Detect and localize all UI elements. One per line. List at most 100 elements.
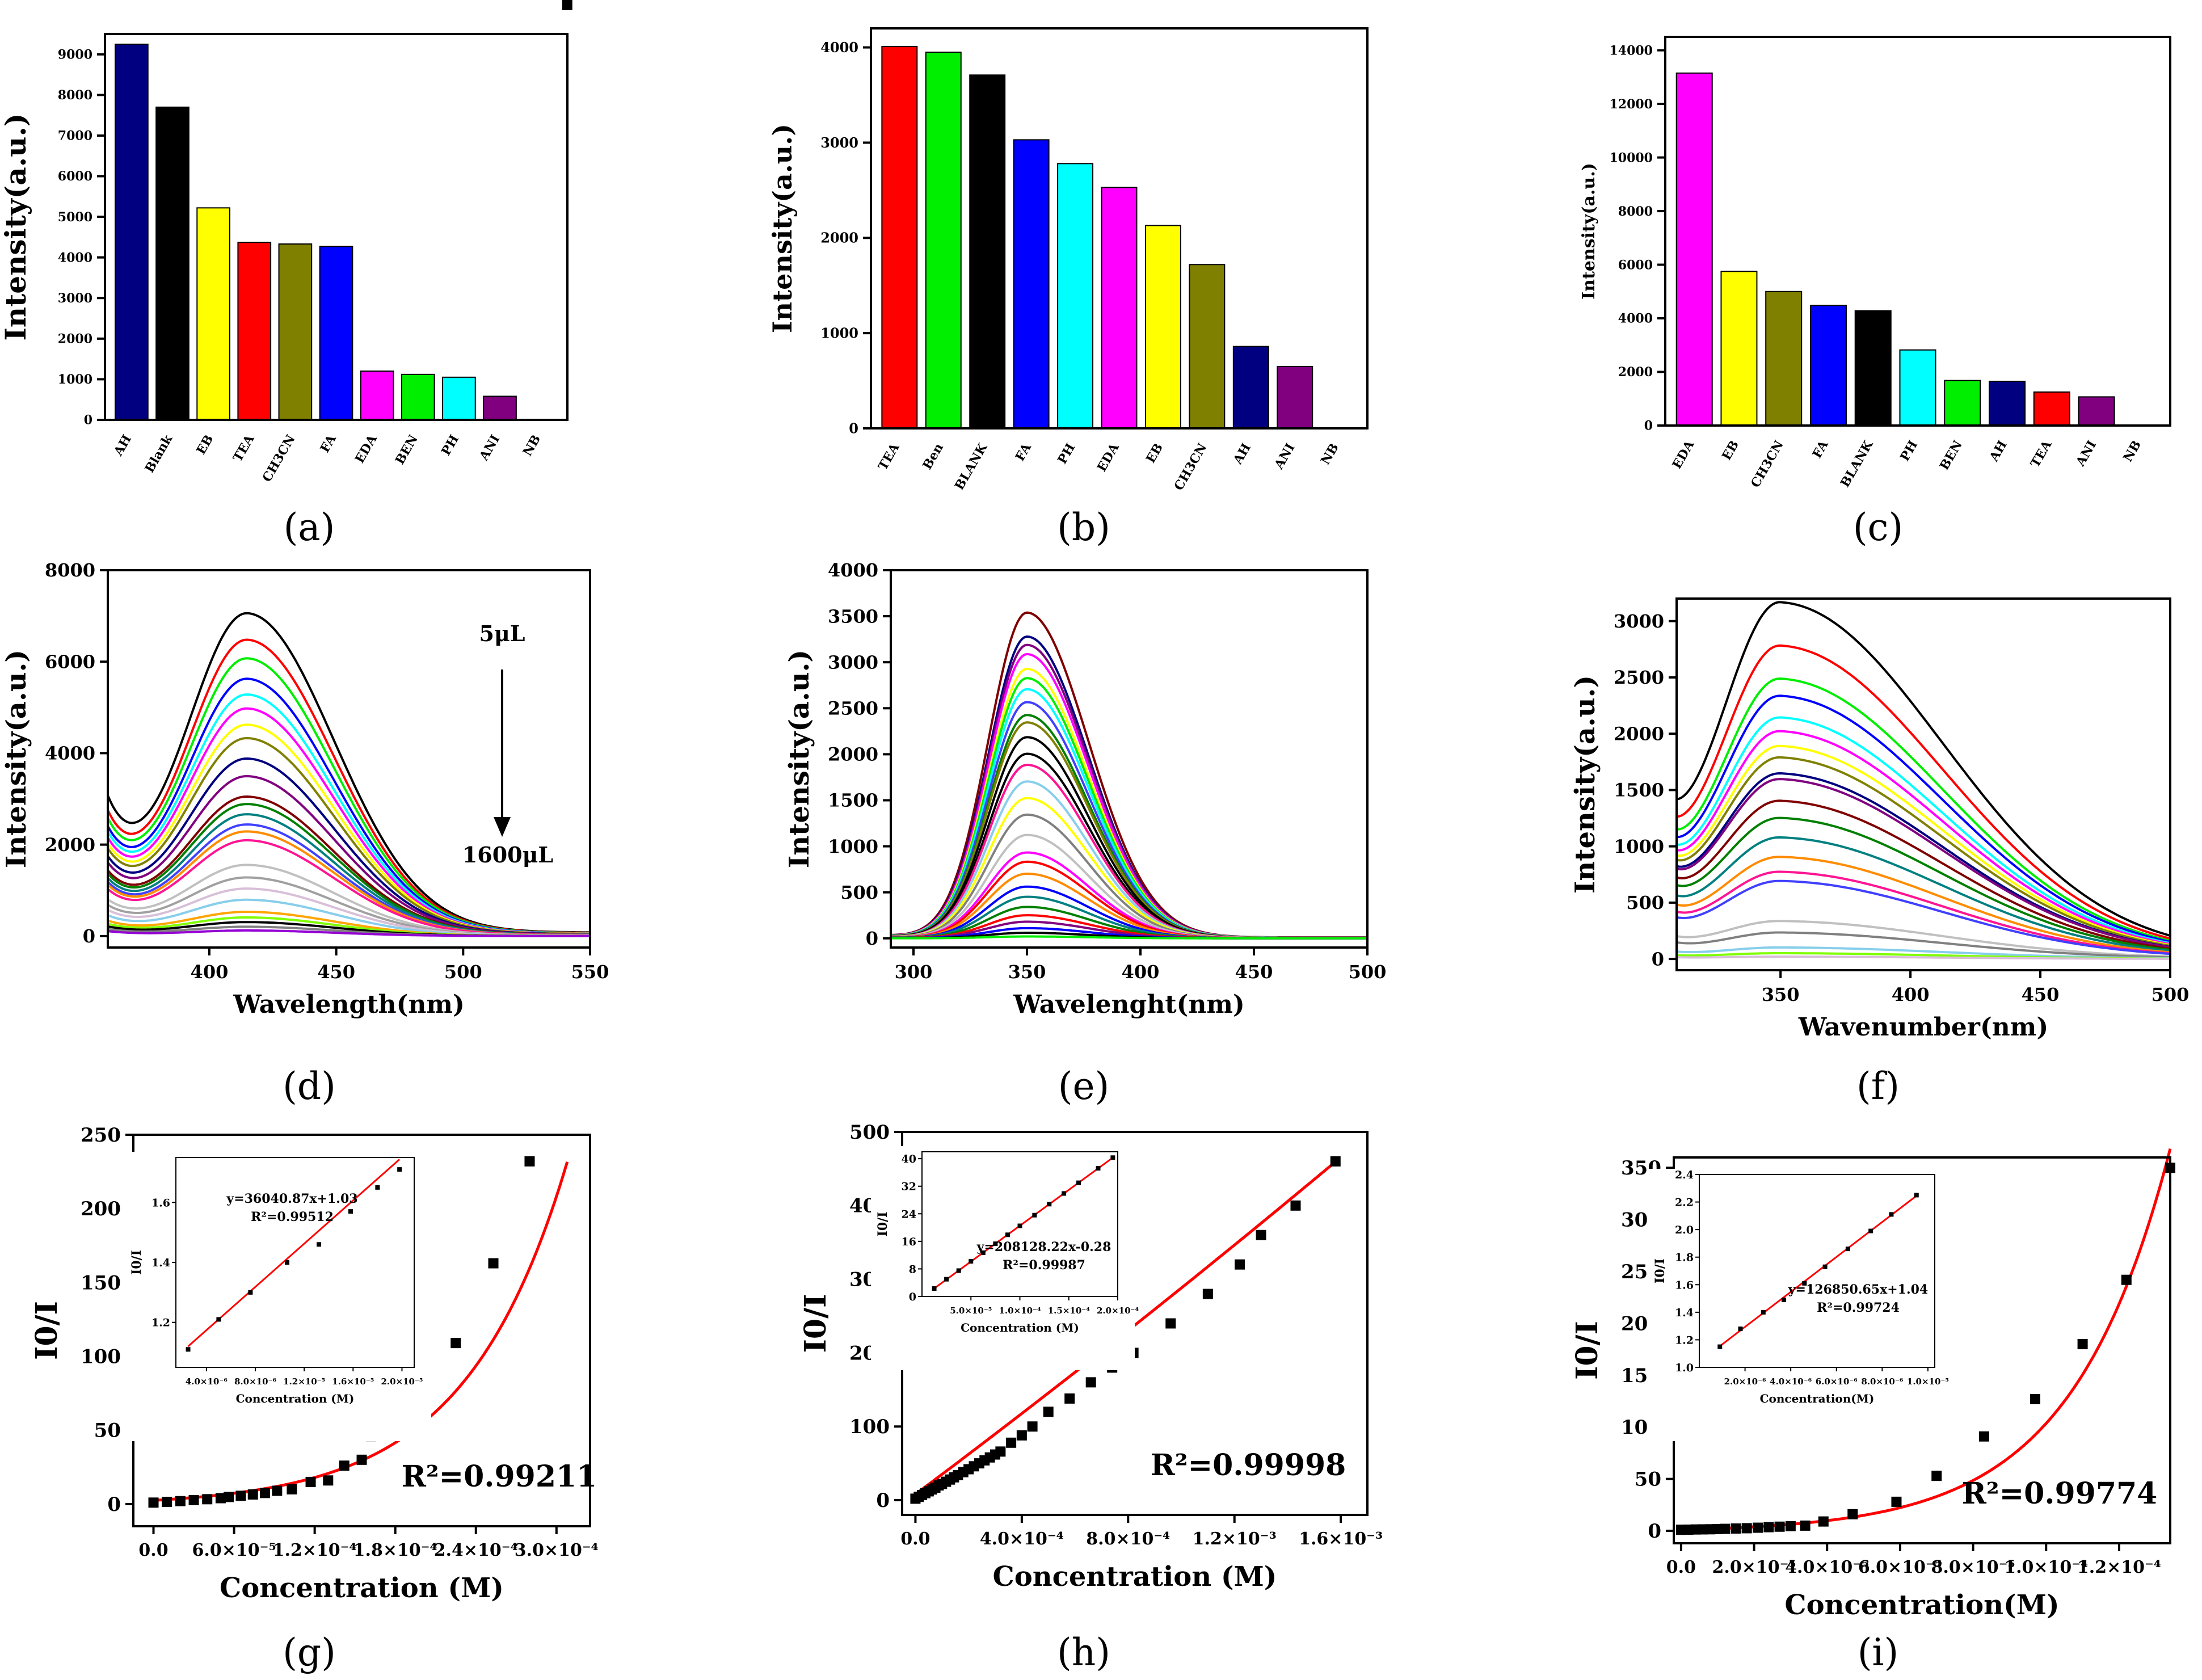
g-ytick-label: 150 bbox=[81, 1271, 121, 1294]
c-bar-blank bbox=[1854, 310, 1892, 426]
panel-label-b: (b) bbox=[1057, 506, 1110, 549]
g-data-point bbox=[188, 1494, 199, 1505]
a-bar-blank bbox=[155, 106, 190, 420]
c-category-label: EB bbox=[1719, 438, 1742, 463]
x-axis-title: Concentration (M) bbox=[220, 1572, 504, 1604]
h-inset-x-title: Concentration (M) bbox=[961, 1321, 1079, 1334]
g-ytick-label: 0 bbox=[107, 1493, 121, 1516]
f-xtick-label: 400 bbox=[1892, 984, 1930, 1005]
h-inset-xtick-label: 2.0×10⁻⁴ bbox=[1097, 1306, 1139, 1316]
x-axis-title: Wavelenght(nm) bbox=[1013, 990, 1245, 1019]
i-xtick-label: 8.0×10⁻⁵ bbox=[1931, 1557, 2015, 1577]
c-ytick-label: 0 bbox=[1644, 419, 1653, 433]
e-ytick-label: 1500 bbox=[828, 790, 878, 811]
a-category-label: NB bbox=[520, 432, 544, 459]
h-inset-equation: y=208128.22x-0.28 bbox=[976, 1240, 1111, 1254]
c-bar-ani bbox=[2078, 396, 2115, 426]
b-category-label: PH bbox=[1055, 441, 1078, 466]
f-series-line bbox=[1676, 955, 2170, 960]
i-inset-point bbox=[1802, 1281, 1807, 1286]
b-bar-tea bbox=[881, 45, 918, 429]
panel-label-f: (f) bbox=[1856, 1064, 1900, 1108]
h-inset-point bbox=[1005, 1232, 1010, 1237]
i-inset-y-title: I0/I bbox=[1653, 1258, 1668, 1283]
h-inset-ytick-label: 24 bbox=[902, 1208, 916, 1220]
h-inset-ytick-label: 32 bbox=[902, 1181, 916, 1193]
f-series-line bbox=[1676, 677, 2171, 942]
h-inset-point bbox=[956, 1268, 961, 1273]
a-category-label: ANI bbox=[476, 432, 503, 464]
h-data-point bbox=[1256, 1230, 1266, 1240]
a-bar-ani bbox=[483, 395, 517, 420]
h-inset-point bbox=[1017, 1223, 1022, 1228]
g-inset-point bbox=[317, 1242, 321, 1247]
g-data-point bbox=[339, 1460, 350, 1471]
h-data-point bbox=[1235, 1259, 1245, 1270]
h-inset-point bbox=[932, 1286, 937, 1291]
c-axes-frame bbox=[1664, 36, 2171, 427]
i-inset-x-title: Concentration(M) bbox=[1760, 1392, 1875, 1405]
panel-label-d: (d) bbox=[283, 1064, 336, 1108]
c-category-label: BLANK bbox=[1838, 437, 1876, 490]
h-data-point bbox=[1043, 1407, 1054, 1417]
b-category-label: EDA bbox=[1094, 440, 1122, 474]
panel-b: (b) TEA Ben BLANK FA PH EDA EB CH3CN AH ANI NB 0 100… bbox=[767, 27, 1369, 549]
a-axes-frame bbox=[104, 33, 569, 421]
a-bar-ben bbox=[401, 373, 435, 421]
i-inset-ytick-label: 1.8 bbox=[1675, 1252, 1694, 1264]
c-category-label: AH bbox=[1986, 438, 2010, 465]
a-ytick-label: 4000 bbox=[58, 250, 92, 265]
x-axis-title: Concentration (M) bbox=[993, 1561, 1277, 1593]
a-category-label: Blank bbox=[142, 432, 175, 475]
h-data-point bbox=[1330, 1156, 1341, 1167]
b-category-label: CH3CN bbox=[1171, 441, 1210, 493]
i-inset-ytick-label: 1.0 bbox=[1675, 1362, 1694, 1374]
g-inset-fit-line bbox=[187, 1159, 401, 1348]
d-ytick-label: 2000 bbox=[45, 834, 95, 856]
g-xtick-label: 1.8×10⁻⁴ bbox=[353, 1540, 437, 1560]
i-inset-ytick-label: 1.6 bbox=[1675, 1279, 1694, 1291]
i-inset-xtick-label: 6.0×10⁻⁶ bbox=[1816, 1376, 1858, 1387]
g-data-point bbox=[323, 1475, 334, 1486]
g-ytick-label: 100 bbox=[81, 1345, 121, 1368]
e-series-line bbox=[891, 752, 1367, 939]
e-xtick-label: 300 bbox=[895, 961, 933, 983]
g-inset-point bbox=[248, 1290, 253, 1295]
e-ytick-label: 3000 bbox=[828, 651, 878, 673]
h-data-point bbox=[1290, 1200, 1301, 1211]
b-bar-ph bbox=[1057, 163, 1094, 429]
panel-e: (e) 0 500 1000 1500 2000 2500 3000 3500 4000 300 3… bbox=[784, 559, 1386, 1108]
h-inset-point bbox=[1047, 1202, 1052, 1207]
h-inset-y-title: I0/I bbox=[875, 1212, 890, 1237]
y-axis-title: Intensity(a.u.) bbox=[1579, 163, 1599, 300]
c-bar-ch3cn bbox=[1765, 290, 1803, 426]
a-category-label: AH bbox=[111, 432, 134, 459]
i-data-point bbox=[1931, 1471, 1942, 1481]
i-inset-ytick-label: 2.0 bbox=[1675, 1224, 1694, 1236]
f-series-line bbox=[1676, 920, 2171, 958]
i-inset-equation: y=126850.65x+1.04 bbox=[1788, 1282, 1928, 1297]
a-category-label: CH3CN bbox=[259, 432, 298, 485]
f-series-line bbox=[1676, 778, 2171, 949]
i-inset-frame bbox=[1699, 1174, 1935, 1368]
b-ytick-label: 0 bbox=[849, 420, 858, 436]
d-xtick-label: 500 bbox=[444, 961, 482, 983]
c-bar-ph bbox=[1899, 349, 1936, 426]
b-bar-blank bbox=[969, 74, 1006, 429]
g-xtick-label: 0.0 bbox=[138, 1540, 168, 1560]
h-data-point bbox=[995, 1446, 1006, 1457]
g-data-point bbox=[305, 1476, 316, 1487]
i-data-point bbox=[1763, 1522, 1774, 1532]
h-xtick-label: 8.0×10⁻⁴ bbox=[1086, 1529, 1170, 1549]
d-series-line bbox=[107, 677, 590, 934]
i-data-point bbox=[1774, 1521, 1785, 1532]
g-inset-xtick-label: 4.0×10⁻⁶ bbox=[186, 1376, 228, 1387]
f-series-line bbox=[1676, 816, 2171, 951]
x-axis-title: Concentration(M) bbox=[1784, 1589, 2059, 1621]
i-inset-point bbox=[1717, 1344, 1723, 1349]
g-inset-point bbox=[285, 1260, 289, 1265]
c-ytick-label: 8000 bbox=[1618, 204, 1653, 219]
a-ytick-label: 0 bbox=[84, 413, 92, 428]
c-ytick-label: 14000 bbox=[1609, 43, 1653, 58]
